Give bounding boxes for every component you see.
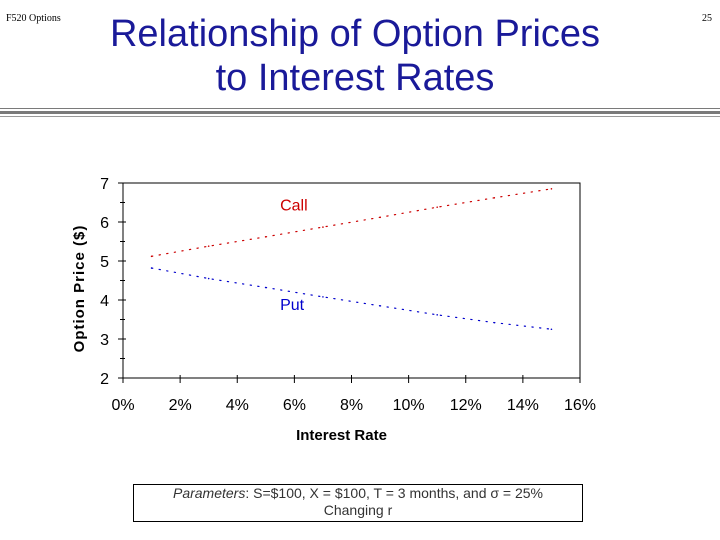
x-tick-label: 2%: [169, 397, 192, 414]
page-number: 25: [702, 13, 712, 24]
parameters-line-2: Changing r: [323, 502, 393, 518]
data-point-call: [207, 245, 210, 247]
parameters-text: : S=$100, X = $100, T = 3 months, and σ …: [245, 485, 544, 501]
y-tick-label: 5: [100, 254, 109, 271]
series-line-call: [150, 188, 553, 257]
title-divider-top: [0, 108, 720, 109]
y-tick-label: 7: [100, 176, 109, 193]
data-point-call: [436, 206, 438, 208]
data-point-call: [322, 226, 324, 228]
x-tick-label: 4%: [226, 397, 249, 414]
data-point-put: [207, 277, 210, 280]
x-axis-title: Interest Rate: [296, 427, 387, 444]
course-label: F520 Options: [6, 13, 61, 24]
x-tick-label: 14%: [507, 397, 539, 414]
data-point-call: [379, 216, 381, 219]
series-line-put: [150, 267, 553, 330]
title-line-1: Relationship of Option Prices: [109, 13, 601, 55]
title-divider-bottom: [0, 116, 720, 117]
x-tick-label: 0%: [111, 397, 134, 414]
data-point-put: [150, 267, 153, 269]
data-point-call: [493, 197, 496, 199]
title-line-2: to Interest Rates: [215, 57, 495, 99]
data-point-put: [550, 328, 553, 331]
y-tick-label: 3: [100, 332, 109, 349]
data-point-put: [436, 314, 438, 316]
x-tick-label: 10%: [393, 397, 425, 414]
parameters-box: Parameters: S=$100, X = $100, T = 3 mont…: [133, 484, 583, 522]
x-tick-label: 12%: [450, 397, 482, 414]
data-point-call: [550, 188, 553, 190]
data-point-call: [150, 255, 153, 258]
x-tick-label: 6%: [283, 397, 306, 414]
parameters-label: Parameters: [172, 485, 246, 501]
plot-frame: [122, 182, 581, 379]
y-tick-label: 2: [100, 371, 109, 388]
series-label-put: Put: [280, 297, 305, 314]
y-tick-label: 6: [100, 215, 109, 232]
data-point-put: [265, 286, 267, 289]
option-price-chart: 2 3 4 5 6 7 0% 2% 4% 6% 8% 10% 12% 14% 16% Interest Rat…: [71, 176, 596, 444]
data-point-call: [265, 236, 267, 238]
data-point-put: [493, 321, 496, 324]
x-tick-label: 8%: [340, 397, 363, 414]
slide-title: Relationship of Option Prices to Interes…: [95, 12, 615, 100]
title-divider-thick: [0, 111, 720, 114]
y-axis-title: Option Price ($): [71, 225, 88, 353]
x-tick-label: 16%: [564, 397, 596, 414]
data-point-put: [379, 305, 381, 307]
series-label-call: Call: [280, 197, 308, 214]
data-point-put: [322, 296, 324, 298]
y-tick-label: 4: [100, 293, 109, 310]
